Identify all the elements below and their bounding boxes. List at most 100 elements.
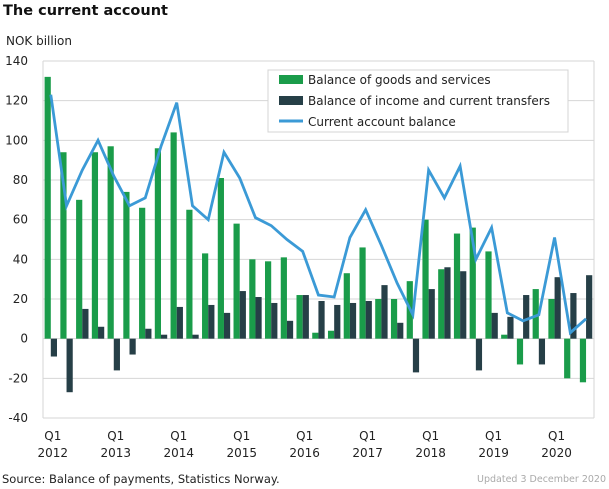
bar-goods-services bbox=[422, 219, 429, 339]
x-tick-year: 2017 bbox=[352, 446, 383, 460]
axes: -40 -20 0 20 40 60 80 100 120 140 Q1 2012 Q1 2013 Q1 20… bbox=[5, 54, 595, 460]
bar-income-transfers bbox=[239, 291, 246, 339]
bar-goods-services bbox=[154, 148, 161, 339]
bar-goods-services bbox=[375, 299, 382, 339]
bar-goods-services bbox=[532, 289, 539, 339]
bar-income-transfers bbox=[334, 304, 341, 339]
updated-note: Updated 3 December 2020 bbox=[477, 474, 606, 485]
x-tick-quarter: Q1 bbox=[170, 429, 187, 443]
legend-box bbox=[267, 69, 569, 133]
bar-income-transfers bbox=[129, 338, 136, 355]
bar-income-transfers bbox=[523, 295, 530, 339]
bar-goods-services bbox=[233, 223, 240, 339]
bar-income-transfers bbox=[176, 306, 183, 339]
bar-goods-services bbox=[501, 334, 508, 339]
bar-goods-services bbox=[44, 76, 51, 339]
legend: Balance of goods and services Balance of… bbox=[267, 69, 569, 133]
bar-income-transfers bbox=[460, 271, 467, 339]
bar-income-transfers bbox=[161, 334, 168, 339]
bar-income-transfers bbox=[365, 300, 372, 339]
bar-income-transfers bbox=[412, 338, 420, 373]
bar-goods-services bbox=[202, 253, 209, 339]
x-tick-year: 2016 bbox=[289, 446, 320, 460]
line-series bbox=[49, 94, 587, 336]
bar-income-transfers bbox=[50, 338, 57, 357]
x-tick-year: 2012 bbox=[38, 446, 69, 460]
bar-goods-services bbox=[359, 247, 366, 339]
x-tick-year: 2019 bbox=[478, 446, 509, 460]
x-tick-year: 2020 bbox=[541, 446, 572, 460]
y-tick-label: 140 bbox=[5, 54, 28, 68]
bar-goods-services bbox=[485, 251, 492, 339]
bar-goods-services bbox=[217, 178, 224, 339]
y-axis-label: NOK billion bbox=[6, 34, 73, 48]
bar-goods-services bbox=[516, 338, 524, 365]
bar-income-transfers bbox=[208, 304, 215, 339]
bar-income-transfers bbox=[145, 328, 152, 339]
bar-goods-services bbox=[123, 191, 130, 339]
bar-goods-services bbox=[390, 299, 398, 339]
bar-income-transfers bbox=[397, 322, 404, 339]
bar-goods-services bbox=[249, 259, 256, 339]
bar-income-transfers bbox=[570, 293, 577, 339]
bar-goods-services bbox=[327, 330, 335, 339]
x-tick-quarter: Q1 bbox=[359, 429, 376, 443]
x-tick-quarter: Q1 bbox=[485, 429, 502, 443]
bar-goods-services bbox=[453, 233, 461, 339]
bar-income-transfers bbox=[586, 275, 593, 339]
bar-income-transfers bbox=[113, 338, 120, 371]
y-tick-label: -20 bbox=[8, 371, 28, 385]
bar-income-transfers bbox=[444, 267, 451, 339]
x-tick-quarter: Q1 bbox=[548, 429, 565, 443]
bar-goods-services bbox=[296, 295, 303, 339]
bar-goods-services bbox=[280, 257, 287, 339]
bar-goods-services bbox=[265, 261, 272, 339]
bar-income-transfers bbox=[538, 338, 546, 365]
x-tick-quarter: Q1 bbox=[422, 429, 439, 443]
bar-income-transfers bbox=[66, 338, 73, 393]
bar-goods-services bbox=[107, 146, 114, 339]
bar-goods-services bbox=[579, 338, 587, 383]
bar-goods-services bbox=[312, 332, 319, 339]
bar-goods-services bbox=[548, 299, 555, 339]
legend-label-current: Current account balance bbox=[308, 115, 456, 129]
bar-goods-services bbox=[469, 227, 476, 339]
legend-swatch-goods bbox=[279, 75, 303, 84]
bar-income-transfers bbox=[98, 326, 105, 339]
y-tick-label: 120 bbox=[5, 94, 28, 108]
legend-swatch-income bbox=[279, 96, 303, 105]
bar-goods-services bbox=[76, 199, 83, 339]
bar-goods-services bbox=[564, 338, 571, 379]
bar-income-transfers bbox=[349, 302, 357, 339]
bar-income-transfers bbox=[302, 295, 309, 339]
legend-label-goods: Balance of goods and services bbox=[308, 73, 491, 87]
bar-goods-services bbox=[91, 152, 99, 339]
bar-income-transfers bbox=[223, 312, 231, 339]
bar-income-transfers bbox=[82, 308, 89, 339]
bar-income-transfers bbox=[192, 334, 199, 339]
bar-income-transfers bbox=[475, 338, 483, 371]
x-tick-year: 2014 bbox=[163, 446, 194, 460]
bar-goods-services bbox=[438, 269, 445, 339]
y-tick-label: 20 bbox=[13, 292, 28, 306]
y-tick-label: -40 bbox=[8, 411, 28, 425]
bar-income-transfers bbox=[255, 297, 262, 339]
bars bbox=[44, 76, 593, 393]
bar-income-transfers bbox=[554, 277, 561, 339]
x-tick-year: 2013 bbox=[100, 446, 131, 460]
bar-goods-services bbox=[343, 273, 350, 339]
x-tick-quarter: Q1 bbox=[44, 429, 61, 443]
y-tick-label: 0 bbox=[20, 332, 28, 346]
bar-income-transfers bbox=[507, 316, 514, 339]
bar-goods-services bbox=[60, 152, 67, 339]
bar-income-transfers bbox=[491, 312, 498, 339]
y-tick-label: 80 bbox=[13, 173, 28, 187]
bar-income-transfers bbox=[381, 285, 388, 339]
legend-label-income: Balance of income and current transfers bbox=[308, 94, 550, 108]
x-tick-quarter: Q1 bbox=[233, 429, 250, 443]
current-account-line bbox=[49, 94, 587, 336]
source-note: Source: Balance of payments, Statistics … bbox=[2, 472, 280, 486]
y-tick-label: 100 bbox=[5, 133, 28, 147]
